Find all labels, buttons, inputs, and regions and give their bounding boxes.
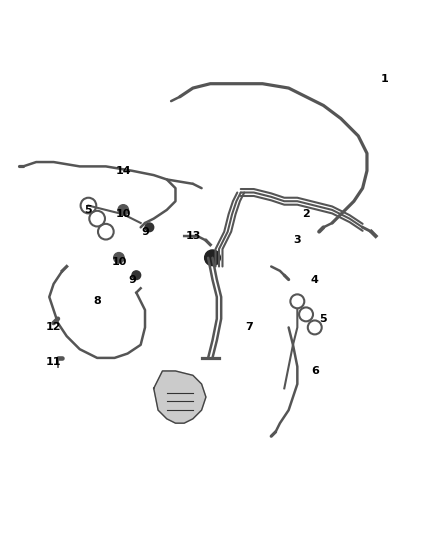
Text: 12: 12 <box>46 322 61 333</box>
Text: 14: 14 <box>116 166 131 176</box>
Text: 5: 5 <box>320 314 327 324</box>
Text: 9: 9 <box>128 274 136 285</box>
Circle shape <box>145 223 154 232</box>
Text: 11: 11 <box>46 357 61 367</box>
Text: 3: 3 <box>293 236 301 245</box>
Polygon shape <box>154 371 206 423</box>
Text: 4: 4 <box>311 274 319 285</box>
Circle shape <box>118 205 128 215</box>
Text: 7: 7 <box>246 322 253 333</box>
Text: 1: 1 <box>381 75 388 84</box>
Text: 6: 6 <box>311 366 319 376</box>
Text: 5: 5 <box>85 205 92 215</box>
Text: 8: 8 <box>93 296 101 306</box>
Circle shape <box>205 250 220 265</box>
Text: 10: 10 <box>111 257 127 267</box>
Circle shape <box>114 253 124 263</box>
Circle shape <box>132 271 141 279</box>
Text: 9: 9 <box>141 227 149 237</box>
Text: 2: 2 <box>302 209 310 219</box>
Text: 10: 10 <box>116 209 131 219</box>
Text: 13: 13 <box>185 231 201 241</box>
